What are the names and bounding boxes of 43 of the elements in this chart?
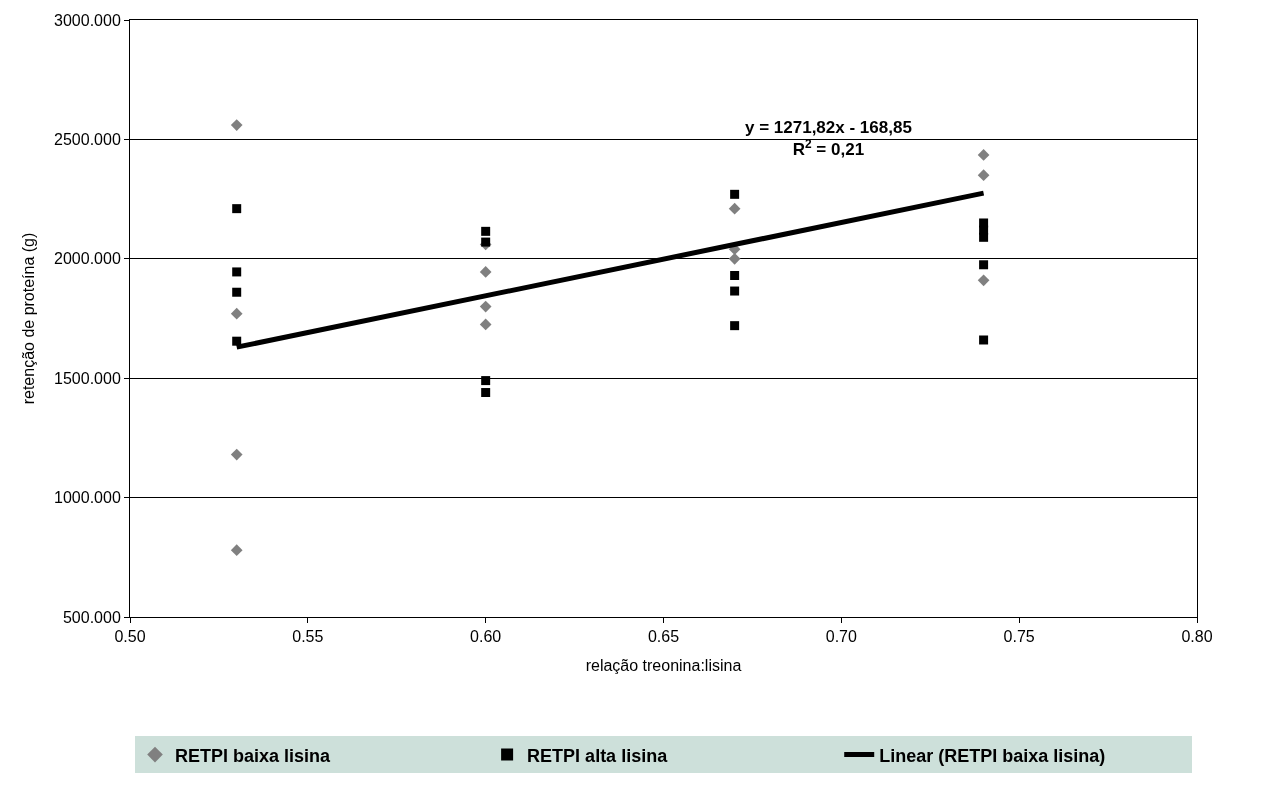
point (977, 274, 990, 287)
legend-label: RETPI alta lisina (527, 745, 669, 766)
x-tick-label: 0.80 (1181, 628, 1213, 646)
y-tick-label: 2500.000 (54, 131, 121, 148)
point (232, 267, 242, 277)
point (232, 204, 242, 214)
legend-label: RETPI baixa lisina (175, 745, 332, 766)
y-tick-label: 1500.000 (54, 369, 121, 387)
point (230, 119, 243, 131)
point (977, 149, 990, 161)
point (232, 287, 242, 297)
point (479, 318, 492, 331)
point (481, 376, 491, 386)
point (479, 300, 492, 313)
point (979, 335, 989, 345)
legend-label: Linear (RETPI baixa lisina) (879, 745, 1106, 766)
point (230, 307, 243, 320)
x-tick-label: 0.75 (1003, 628, 1035, 646)
point (730, 189, 740, 199)
x-tick-label: 0.65 (647, 628, 680, 646)
point (479, 266, 492, 278)
point (730, 321, 740, 331)
point (481, 388, 491, 398)
y-tick-label: 1000.000 (54, 489, 121, 507)
point (230, 544, 243, 556)
point (730, 271, 740, 281)
point (979, 260, 989, 270)
x-tick-label: 0.55 (292, 628, 324, 646)
point (481, 237, 491, 247)
y-tick-label: 2000.000 (54, 250, 121, 268)
point (481, 226, 491, 236)
x-tick-label: 0.60 (470, 628, 502, 646)
point (979, 232, 989, 242)
point (730, 286, 740, 296)
y-tick-label: 3000.000 (54, 11, 121, 29)
point (728, 202, 741, 215)
x-axis-title: relação treonina:lisina (585, 656, 742, 674)
y-axis-title: retenção de proteína (g) (19, 232, 37, 405)
point (230, 448, 243, 461)
point (977, 169, 990, 182)
x-tick-label: 0.70 (825, 628, 857, 646)
y-tick-label: 500.000 (62, 608, 121, 626)
x-tick-label: 0.50 (114, 628, 146, 646)
